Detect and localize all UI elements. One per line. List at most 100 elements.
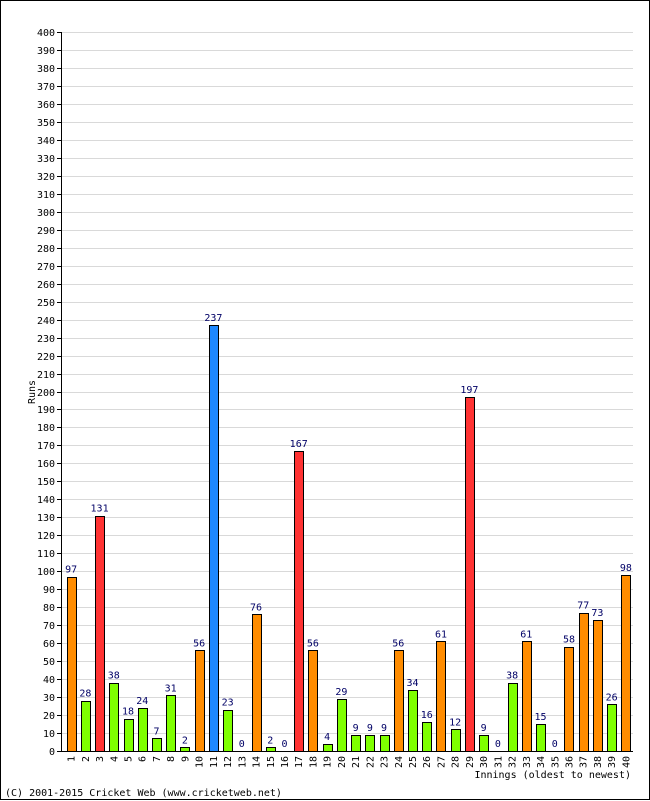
bar-innings-18 <box>308 650 318 752</box>
y-tick-label: 170 <box>37 441 55 452</box>
x-tick-label-32: 32 <box>508 756 519 768</box>
y-tick-label: 220 <box>37 352 55 363</box>
value-label-innings-22: 9 <box>367 723 373 734</box>
x-tick-label-19: 19 <box>323 756 334 768</box>
y-tick-label: 190 <box>37 405 55 416</box>
bar-innings-32 <box>508 683 518 752</box>
bar-innings-27 <box>436 641 446 752</box>
bar-innings-14 <box>252 614 262 752</box>
value-label-innings-13: 0 <box>239 739 245 750</box>
value-label-innings-30: 9 <box>481 723 487 734</box>
x-tick-label-18: 18 <box>308 756 319 768</box>
y-tick-label: 370 <box>37 82 55 93</box>
y-tick-label: 380 <box>37 64 55 75</box>
x-tick-label-16: 16 <box>280 756 291 768</box>
y-tick-label: 310 <box>37 190 55 201</box>
x-tick-label-4: 4 <box>109 756 120 762</box>
value-label-innings-7: 7 <box>153 726 159 737</box>
bar-innings-5 <box>124 719 134 752</box>
y-tick-label: 40 <box>43 675 55 686</box>
bar-innings-3 <box>95 516 105 752</box>
bar-innings-22 <box>365 735 375 752</box>
value-label-innings-37: 77 <box>577 601 589 612</box>
bar-innings-20 <box>337 699 347 752</box>
bar-innings-30 <box>479 735 489 752</box>
x-tick-label-6: 6 <box>138 756 149 762</box>
x-tick-label-33: 33 <box>522 756 533 768</box>
y-tick-label: 250 <box>37 298 55 309</box>
bar-innings-2 <box>81 701 91 752</box>
value-label-innings-32: 38 <box>506 671 518 682</box>
value-label-innings-18: 56 <box>307 638 319 649</box>
y-tick-label: 350 <box>37 118 55 129</box>
y-tick-label: 90 <box>43 585 55 596</box>
y-tick-label: 240 <box>37 316 55 327</box>
y-tick-label: 70 <box>43 621 55 632</box>
y-tick-label: 150 <box>37 477 55 488</box>
value-label-innings-1: 97 <box>65 565 77 576</box>
x-tick-label-14: 14 <box>252 756 263 768</box>
value-label-innings-25: 34 <box>406 678 418 689</box>
x-tick-label-24: 24 <box>394 756 405 768</box>
y-tick-label: 320 <box>37 172 55 183</box>
value-label-innings-15: 2 <box>267 735 273 746</box>
bar-innings-39 <box>607 704 617 752</box>
y-tick-label: 340 <box>37 136 55 147</box>
y-tick-label: 400 <box>37 28 55 39</box>
value-label-innings-34: 15 <box>535 712 547 723</box>
y-tick-label: 10 <box>43 729 55 740</box>
x-tick-label-30: 30 <box>479 756 490 768</box>
y-tick-label: 50 <box>43 657 55 668</box>
value-label-innings-27: 61 <box>435 629 447 640</box>
x-tick-label-13: 13 <box>237 756 248 768</box>
x-tick-label-1: 1 <box>67 756 78 762</box>
y-tick-label: 300 <box>37 208 55 219</box>
bar-innings-23 <box>380 735 390 752</box>
x-axis-title: Innings (oldest to newest) <box>474 770 631 781</box>
value-label-innings-9: 2 <box>182 735 188 746</box>
x-tick-label-2: 2 <box>81 756 92 762</box>
x-tick-label-39: 39 <box>607 756 618 768</box>
bar-innings-36 <box>564 647 574 752</box>
y-axis-title: Runs <box>27 380 38 404</box>
x-tick-label-22: 22 <box>365 756 376 768</box>
value-label-innings-21: 9 <box>353 723 359 734</box>
value-label-innings-24: 56 <box>392 638 404 649</box>
copyright-text: (C) 2001-2015 Cricket Web (www.cricketwe… <box>5 788 282 799</box>
x-tick-label-27: 27 <box>436 756 447 768</box>
bar-innings-8 <box>166 695 176 752</box>
y-tick-label: 200 <box>37 388 55 399</box>
bar-innings-19 <box>323 744 333 752</box>
value-label-innings-2: 28 <box>79 689 91 700</box>
x-tick-label-37: 37 <box>579 756 590 768</box>
y-tick-label: 210 <box>37 370 55 381</box>
x-tick-label-7: 7 <box>152 756 163 762</box>
y-tick-label: 60 <box>43 639 55 650</box>
value-label-innings-10: 56 <box>193 638 205 649</box>
x-tick-label-25: 25 <box>408 756 419 768</box>
y-tick-label: 160 <box>37 459 55 470</box>
bar-innings-4 <box>109 683 119 752</box>
value-label-innings-12: 23 <box>222 698 234 709</box>
x-tick-label-34: 34 <box>536 756 547 768</box>
y-tick-label: 80 <box>43 603 55 614</box>
x-tick-label-5: 5 <box>124 756 135 762</box>
x-tick-label-31: 31 <box>493 756 504 768</box>
value-label-innings-6: 24 <box>136 696 148 707</box>
x-tick-label-26: 26 <box>422 756 433 768</box>
x-tick-label-11: 11 <box>209 756 220 768</box>
y-tick-label: 100 <box>37 567 55 578</box>
bar-innings-38 <box>593 620 603 752</box>
x-tick-label-21: 21 <box>351 756 362 768</box>
value-label-innings-39: 26 <box>606 692 618 703</box>
y-tick-label: 230 <box>37 334 55 345</box>
x-tick-label-17: 17 <box>294 756 305 768</box>
x-axis-ticks: 1 2 3 4 5 6 7 8 9 10 11 12 13 14 15 16 17 18 19 20 21 22 23 24 2… <box>67 756 633 768</box>
bar-innings-25 <box>408 690 418 752</box>
y-tick-label: 330 <box>37 154 55 165</box>
bar-innings-33 <box>522 641 532 752</box>
value-label-innings-8: 31 <box>165 683 177 694</box>
